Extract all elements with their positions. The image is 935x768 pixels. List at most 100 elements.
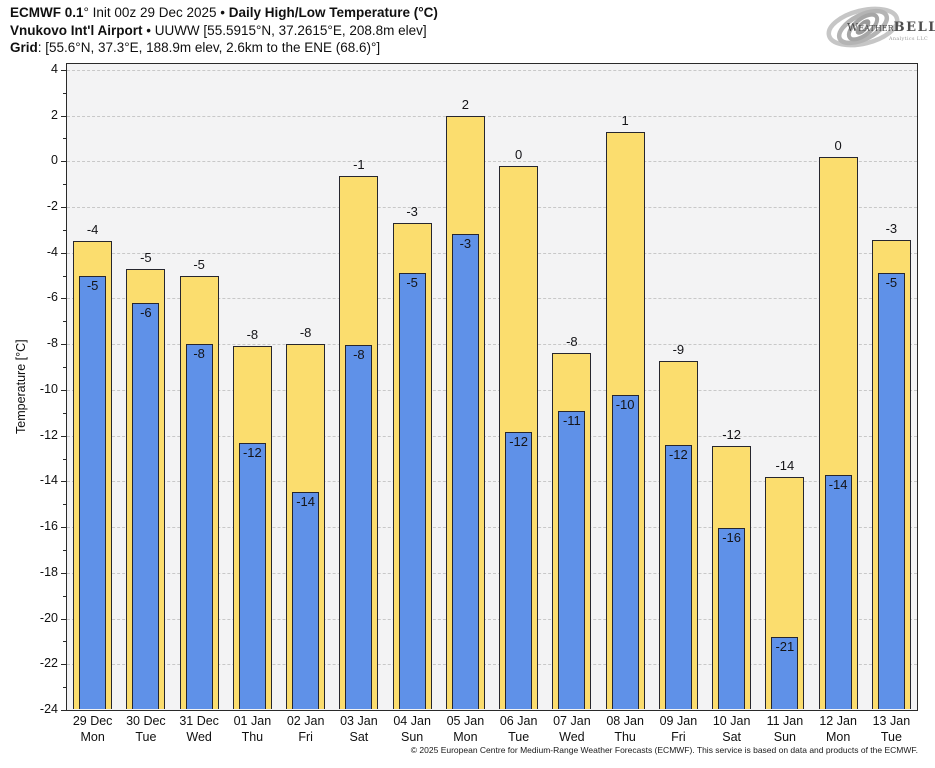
x-axis-date-label: 29 Dec bbox=[72, 714, 113, 728]
hurricane-swirl-icon bbox=[826, 6, 900, 48]
y-axis-tick-label: -2 bbox=[46, 199, 58, 214]
y-axis-minor-tick bbox=[63, 504, 66, 506]
y-axis-tick-label: 4 bbox=[51, 61, 58, 76]
y-axis-tick bbox=[61, 115, 66, 117]
high-value-label: -3 bbox=[885, 221, 898, 237]
y-axis-tick bbox=[61, 69, 66, 71]
x-axis-day-label: Wed bbox=[559, 730, 585, 744]
high-value-label: 1 bbox=[621, 112, 629, 128]
gridline bbox=[67, 161, 917, 163]
logo-text-weather: Weather bbox=[847, 21, 895, 34]
gridline bbox=[67, 481, 917, 483]
y-axis-tick bbox=[61, 161, 66, 163]
station-name: Vnukovo Int'l Airport bbox=[10, 22, 143, 38]
low-value-label: -5 bbox=[406, 275, 418, 291]
y-axis-tick-label: -14 bbox=[39, 473, 58, 488]
y-axis-tick-label: -4 bbox=[46, 244, 58, 259]
gridline bbox=[67, 207, 917, 209]
x-axis-date-label: 09 Jan bbox=[659, 714, 698, 728]
low-value-label: -8 bbox=[193, 346, 205, 362]
low-value-label: -8 bbox=[353, 347, 365, 363]
x-axis-day-label: Fri bbox=[298, 730, 313, 744]
y-axis-tick bbox=[61, 344, 66, 346]
y-axis-tick bbox=[61, 252, 66, 254]
y-axis-minor-tick bbox=[63, 458, 66, 460]
low-bar bbox=[877, 273, 905, 709]
x-axis-date-label: 05 Jan bbox=[446, 714, 485, 728]
y-axis-tick-label: -24 bbox=[39, 702, 58, 716]
copyright-notice: © 2025 European Centre for Medium-Range … bbox=[410, 745, 918, 755]
title-model: ECMWF 0.1 bbox=[10, 5, 84, 20]
gridline bbox=[67, 298, 917, 300]
low-value-label: -6 bbox=[140, 305, 152, 321]
gridline bbox=[67, 435, 917, 437]
chart-header: ECMWF 0.1° Init 00z 29 Dec 2025 • Daily … bbox=[10, 4, 438, 57]
x-axis-date-label: 01 Jan bbox=[233, 714, 272, 728]
gridline bbox=[67, 572, 917, 574]
low-bar bbox=[132, 303, 160, 709]
high-value-label: 0 bbox=[834, 137, 842, 153]
title-line-2: Vnukovo Int'l Airport • UUWW [55.5915°N,… bbox=[10, 22, 438, 40]
x-axis-date-label: 08 Jan bbox=[606, 714, 644, 728]
low-value-label: -3 bbox=[459, 236, 472, 252]
low-value-label: -12 bbox=[242, 444, 262, 460]
x-axis-day-label: Mon bbox=[453, 730, 478, 744]
x-axis-day-label: Wed bbox=[186, 730, 212, 744]
high-value-label: -8 bbox=[566, 334, 578, 350]
high-value-label: -8 bbox=[299, 325, 312, 341]
x-axis-date-label: 30 Dec bbox=[126, 714, 166, 728]
y-axis-tick-label: -16 bbox=[39, 519, 58, 534]
grid-details: : [55.6°N, 37.3°E, 188.9m elev, 2.6km to… bbox=[37, 40, 381, 55]
y-axis-tick bbox=[61, 435, 66, 437]
y-axis-minor-tick bbox=[63, 92, 66, 94]
x-axis-date-label: 31 Dec bbox=[179, 714, 219, 728]
high-value-label: -3 bbox=[406, 204, 418, 220]
y-axis-tick bbox=[61, 527, 66, 529]
low-bar bbox=[771, 636, 799, 709]
grid-label: Grid bbox=[10, 40, 38, 55]
low-value-label: -14 bbox=[828, 476, 848, 492]
y-axis-minor-tick bbox=[63, 184, 66, 186]
y-axis-minor-tick bbox=[63, 641, 66, 643]
y-axis-tick-label: -18 bbox=[39, 564, 58, 579]
y-axis-tick-label: 0 bbox=[51, 153, 58, 168]
high-value-label: -1 bbox=[353, 157, 365, 173]
x-axis-date-label: 07 Jan bbox=[553, 714, 591, 728]
weatherbell-logo: WeatherBELL Analytics LLC bbox=[826, 6, 935, 48]
high-value-label: -12 bbox=[722, 426, 742, 442]
y-axis-tick-label: -22 bbox=[39, 656, 58, 671]
low-bar bbox=[185, 344, 213, 709]
low-value-label: -10 bbox=[615, 396, 635, 412]
y-axis-minor-tick bbox=[63, 595, 66, 597]
high-value-label: -9 bbox=[672, 342, 685, 358]
low-bar bbox=[664, 444, 692, 709]
y-axis-minor-tick bbox=[63, 138, 66, 140]
y-axis-tick bbox=[61, 298, 66, 300]
high-value-label: -8 bbox=[246, 327, 259, 343]
low-value-label: -5 bbox=[86, 277, 99, 293]
low-value-label: -21 bbox=[775, 638, 795, 654]
y-axis-minor-tick bbox=[63, 412, 66, 414]
y-axis-tick-label: -8 bbox=[46, 336, 58, 351]
high-value-label: 0 bbox=[515, 146, 523, 162]
y-axis-tick bbox=[61, 207, 66, 209]
x-axis-day-label: Thu bbox=[241, 730, 264, 744]
y-axis-tick-label: -10 bbox=[39, 381, 58, 396]
x-axis-day-label: Mon bbox=[80, 730, 105, 744]
x-axis-day-label: Sat bbox=[722, 730, 741, 744]
gridline bbox=[67, 115, 917, 117]
low-bar bbox=[345, 345, 373, 709]
y-axis-tick-label: -12 bbox=[39, 427, 58, 442]
title-init: ° Init 00z 29 Dec 2025 • bbox=[83, 5, 229, 20]
y-axis-tick bbox=[61, 481, 66, 483]
low-bar bbox=[505, 432, 533, 709]
x-axis-date-label: 12 Jan bbox=[819, 714, 857, 728]
x-axis-day-label: Thu bbox=[614, 730, 636, 744]
high-value-label: -5 bbox=[193, 256, 205, 272]
high-value-label: -14 bbox=[775, 457, 795, 473]
y-axis-tick bbox=[61, 389, 66, 391]
low-value-label: -14 bbox=[296, 493, 316, 509]
y-axis-tick-label: -6 bbox=[46, 290, 58, 305]
y-axis-minor-tick bbox=[63, 229, 66, 231]
low-value-label: -5 bbox=[885, 275, 898, 291]
